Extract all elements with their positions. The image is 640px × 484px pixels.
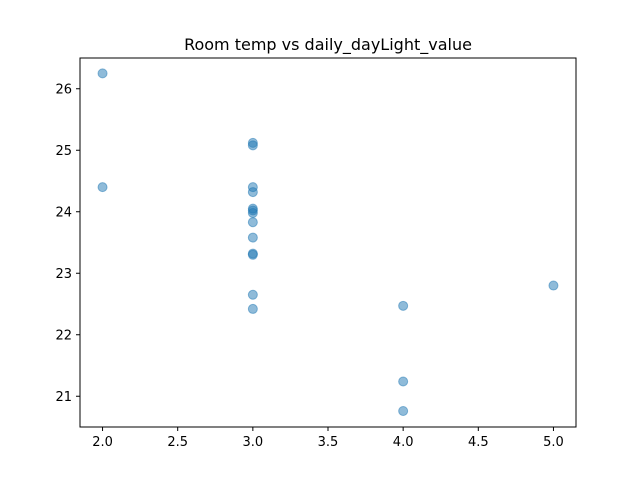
y-tick-label: 25 bbox=[55, 144, 72, 159]
data-point bbox=[398, 376, 409, 387]
y-tick-label: 23 bbox=[55, 267, 72, 282]
data-point bbox=[97, 68, 108, 79]
data-point bbox=[398, 300, 409, 311]
x-tick-label: 3.0 bbox=[243, 435, 264, 450]
data-point bbox=[247, 187, 258, 198]
axes-layer: 2.0 2.5 3.0 3.5 4.0 4.5 5.0 21 22 23 24 25 26 bbox=[55, 57, 577, 450]
y-tick-label: 22 bbox=[55, 328, 72, 343]
data-point bbox=[247, 140, 258, 151]
data-point bbox=[247, 249, 258, 260]
y-tick-label: 24 bbox=[55, 205, 72, 220]
x-tick-label: 2.5 bbox=[167, 435, 188, 450]
data-point bbox=[247, 232, 258, 243]
x-tick-label: 4.5 bbox=[468, 435, 489, 450]
plot-frame bbox=[79, 57, 577, 428]
data-point bbox=[97, 182, 108, 193]
data-point bbox=[247, 217, 258, 228]
x-tick-label: 5.0 bbox=[543, 435, 564, 450]
x-tick-label: 3.5 bbox=[318, 435, 339, 450]
y-tick-label: 21 bbox=[55, 390, 72, 405]
chart-title: Room temp vs daily_dayLight_value bbox=[184, 35, 472, 55]
x-tick-label: 4.0 bbox=[393, 435, 414, 450]
data-point bbox=[398, 406, 409, 417]
data-point bbox=[247, 289, 258, 300]
data-point bbox=[247, 207, 258, 218]
data-point bbox=[247, 303, 258, 314]
data-point bbox=[548, 280, 559, 291]
x-tick-label: 2.0 bbox=[92, 435, 113, 450]
points-layer bbox=[97, 68, 559, 417]
y-tick-label: 26 bbox=[55, 82, 72, 97]
